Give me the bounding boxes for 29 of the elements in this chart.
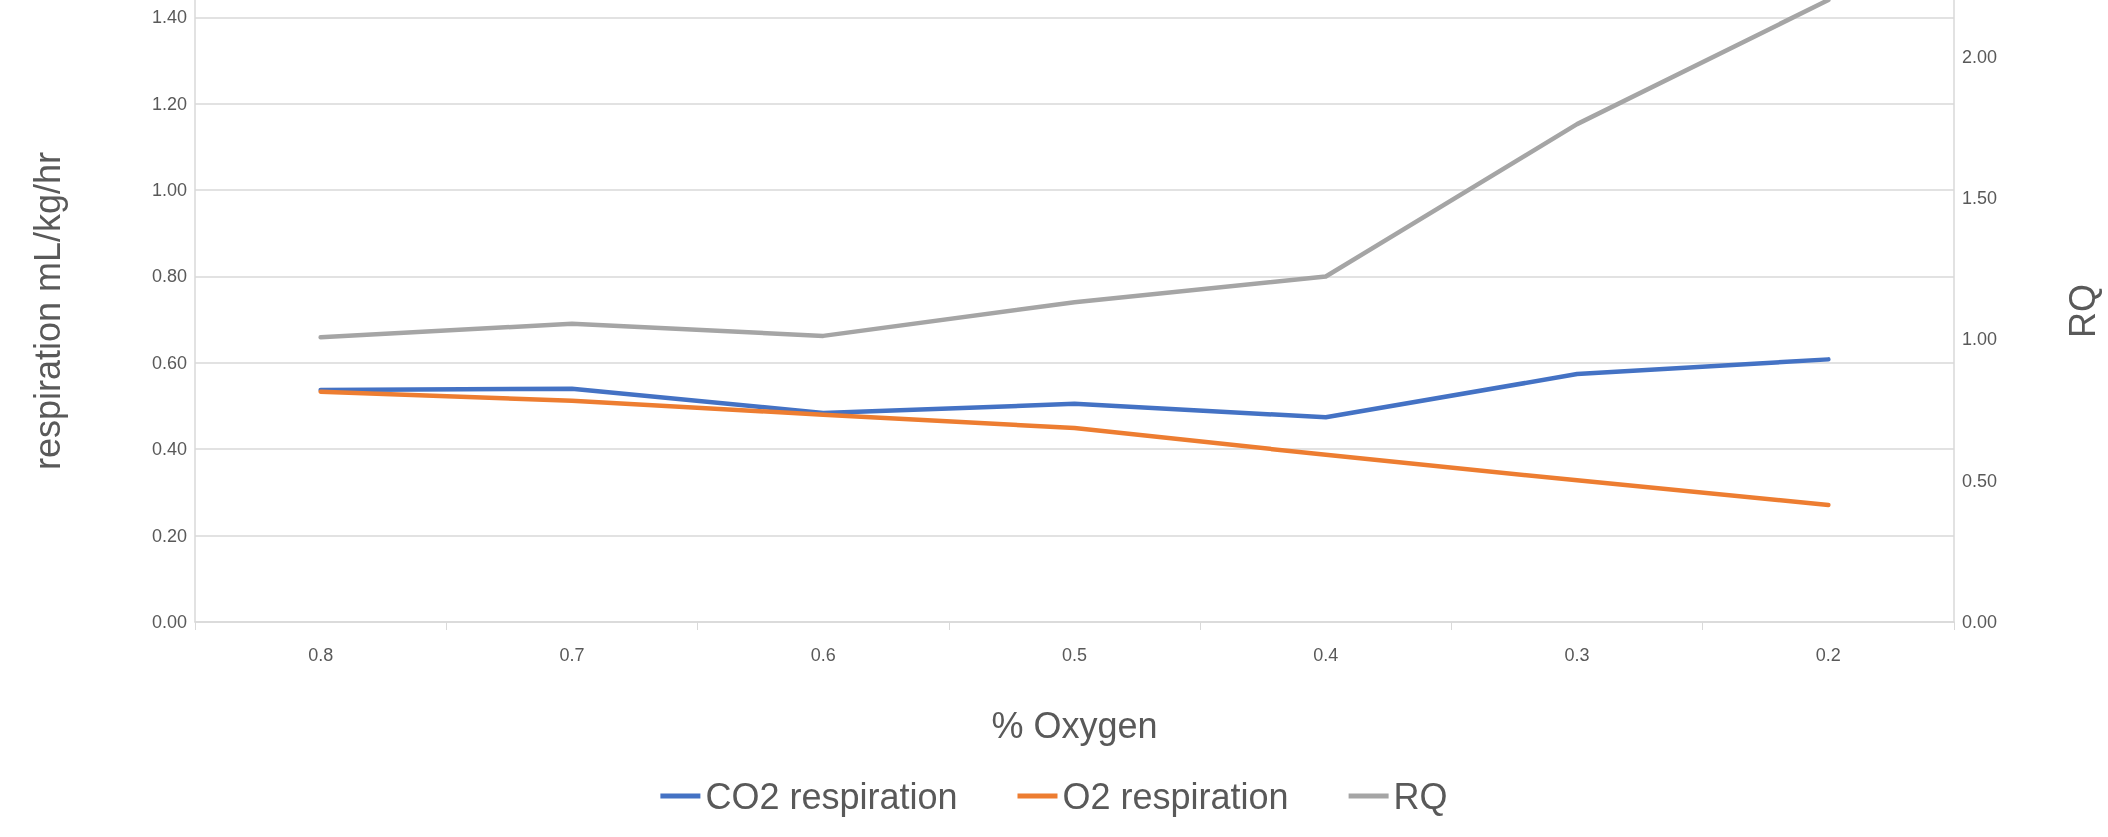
- y-tick-label: 0.60: [151, 352, 187, 373]
- x-tick-label: 0.2: [1815, 645, 1841, 665]
- legend-label: CO2 respiration: [705, 775, 958, 817]
- y-tick-label: 0.40: [151, 439, 187, 460]
- y-axis-title: respiration mL/kg/hr: [26, 151, 68, 471]
- y-tick-label: 0.20: [151, 525, 187, 546]
- line-series: [318, 357, 1831, 420]
- x-tick-label: 0.5: [1061, 645, 1088, 665]
- y-tick-label: 1.40: [151, 7, 187, 28]
- x-axis-title: % Oxygen: [991, 704, 1158, 746]
- y-tick-label: 1.20: [151, 93, 187, 114]
- line-series: [318, 0, 1831, 340]
- y2-tick-label: 0.00: [1962, 612, 1998, 632]
- legend-label: RQ: [1393, 775, 1448, 817]
- x-tick-label: 0.7: [559, 645, 585, 665]
- y-tick-label: 0.00: [151, 612, 187, 632]
- y2-tick-label: 1.50: [1962, 187, 1998, 208]
- y2-tick-label: 0.50: [1962, 470, 1998, 491]
- y2-tick-label: 2.00: [1962, 46, 1998, 67]
- y-tick-label: 0.80: [151, 266, 187, 287]
- y2-tick-label: 1.00: [1962, 329, 1998, 350]
- y-tick-label: 1.00: [151, 180, 187, 201]
- y2-axis-title: RQ: [2061, 284, 2103, 338]
- x-tick-label: 0.6: [810, 645, 836, 665]
- x-tick-label: 0.3: [1564, 645, 1590, 665]
- legend-label: O2 respiration: [1062, 775, 1289, 817]
- x-tick-label: 0.8: [308, 645, 334, 665]
- x-tick-label: 0.4: [1313, 645, 1339, 665]
- line-series: [318, 389, 1831, 508]
